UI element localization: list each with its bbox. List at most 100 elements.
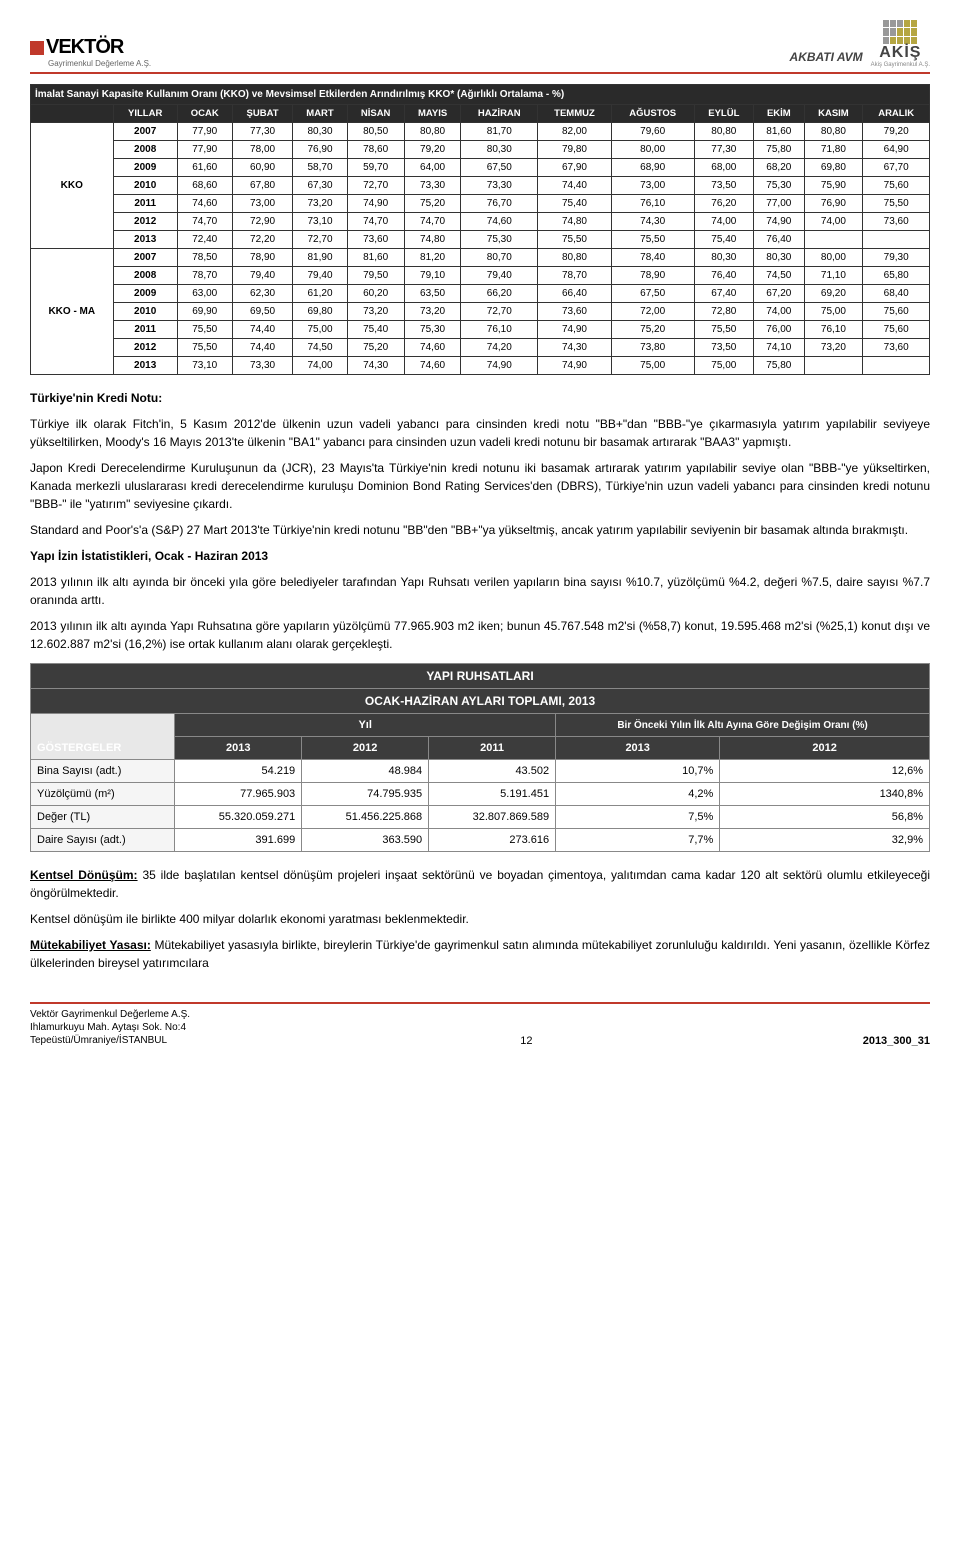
kko-value-cell: 73,30	[461, 177, 538, 195]
kko-value-cell: 75,20	[347, 339, 404, 357]
ruhsat-value-cell: 32.807.869.589	[429, 806, 556, 829]
ruhsat-value-cell: 74.795.935	[302, 783, 429, 806]
kko-value-cell: 78,90	[611, 267, 694, 285]
kko-value-cell: 80,80	[404, 123, 461, 141]
kko-year-cell: 2009	[113, 159, 177, 177]
page-footer: Vektör Gayrimenkul Değerleme A.Ş. Ihlamu…	[30, 1002, 930, 1047]
kko-value-cell: 79,40	[232, 267, 293, 285]
kko-value-cell: 69,20	[804, 285, 863, 303]
kko-value-cell: 67,50	[611, 285, 694, 303]
kko-group-label: KKO - MA	[31, 249, 114, 375]
ruhsat-value-cell: 273.616	[429, 829, 556, 852]
kko-value-cell: 74,70	[404, 213, 461, 231]
kko-value-cell: 71,10	[804, 267, 863, 285]
ruhsat-gostergeler: GÖSTERGELER	[31, 714, 175, 760]
kko-value-cell: 79,80	[538, 141, 612, 159]
ruhsat-value-cell: 1340,8%	[720, 783, 930, 806]
table-row: Değer (TL)55.320.059.27151.456.225.86832…	[31, 806, 930, 829]
kko-value-cell: 75,90	[804, 177, 863, 195]
kko-value-cell: 61,20	[293, 285, 347, 303]
kko-year-cell: 2012	[113, 213, 177, 231]
kko-value-cell: 80,00	[611, 141, 694, 159]
kko-value-cell: 75,20	[611, 321, 694, 339]
kko-value-cell: 73,10	[177, 357, 232, 375]
kko-col-header: ŞUBAT	[232, 105, 293, 123]
kko-value-cell: 77,90	[177, 141, 232, 159]
kko-year-cell: 2012	[113, 339, 177, 357]
kko-value-cell: 74,40	[232, 339, 293, 357]
kko-value-cell: 75,30	[461, 231, 538, 249]
kko-value-cell: 74,70	[177, 213, 232, 231]
kko-value-cell: 68,90	[611, 159, 694, 177]
heading-kredi-notu: Türkiye'nin Kredi Notu:	[30, 389, 930, 407]
kko-value-cell: 78,70	[177, 267, 232, 285]
kko-value-cell: 76,20	[694, 195, 754, 213]
kko-value-cell: 74,20	[461, 339, 538, 357]
ruhsat-sub-header: Bir Önceki Yılın İlk Altı Ayına Göre Değ…	[556, 714, 930, 737]
table-row: Daire Sayısı (adt.)391.699363.590273.616…	[31, 829, 930, 852]
kko-value-cell: 76,10	[611, 195, 694, 213]
kko-year-cell: 2008	[113, 141, 177, 159]
ruhsat-value-cell: 43.502	[429, 760, 556, 783]
kko-value-cell: 75,50	[177, 339, 232, 357]
ruhsat-yil-header: Yıl	[175, 714, 556, 737]
kko-value-cell: 74,60	[461, 213, 538, 231]
kko-year-cell: 2013	[113, 231, 177, 249]
kko-value-cell: 71,80	[804, 141, 863, 159]
kko-table: İmalat Sanayi Kapasite Kullanım Oranı (K…	[30, 84, 930, 375]
kko-value-cell: 74,40	[538, 177, 612, 195]
kko-value-cell: 74,40	[232, 321, 293, 339]
kko-year-cell: 2010	[113, 303, 177, 321]
kko-value-cell: 74,10	[754, 339, 804, 357]
kko-value-cell: 80,00	[804, 249, 863, 267]
table-row: KKO - MA200778,5078,9081,9081,6081,2080,…	[31, 249, 930, 267]
ruhsat-value-cell: 391.699	[175, 829, 302, 852]
kko-value-cell: 72,70	[461, 303, 538, 321]
kko-value-cell: 73,20	[293, 195, 347, 213]
kko-value-cell: 76,40	[694, 267, 754, 285]
kko-value-cell: 73,10	[293, 213, 347, 231]
table-row: 200877,9078,0076,9078,6079,2080,3079,808…	[31, 141, 930, 159]
kko-value-cell: 80,80	[538, 249, 612, 267]
kko-value-cell: 67,50	[461, 159, 538, 177]
kko-value-cell: 77,00	[754, 195, 804, 213]
table-row: 200878,7079,4079,4079,5079,1079,4078,707…	[31, 267, 930, 285]
kko-value-cell: 73,60	[538, 303, 612, 321]
kko-value-cell: 73,50	[694, 339, 754, 357]
kko-caption: İmalat Sanayi Kapasite Kullanım Oranı (K…	[30, 84, 930, 104]
kko-value-cell: 75,00	[293, 321, 347, 339]
kko-value-cell: 72,80	[694, 303, 754, 321]
kko-value-cell: 82,00	[538, 123, 612, 141]
kko-value-cell: 69,90	[177, 303, 232, 321]
ruhsat-value-cell: 51.456.225.868	[302, 806, 429, 829]
footer-page-number: 12	[520, 1035, 532, 1047]
kko-value-cell: 68,60	[177, 177, 232, 195]
kko-value-cell: 79,10	[404, 267, 461, 285]
table-row: Bina Sayısı (adt.)54.21948.98443.50210,7…	[31, 760, 930, 783]
kko-value-cell: 75,20	[404, 195, 461, 213]
kko-value-cell: 75,60	[863, 303, 930, 321]
kko-value-cell: 74,60	[404, 339, 461, 357]
ruhsat-value-cell: 56,8%	[720, 806, 930, 829]
ruhsat-year-header: 2013	[175, 737, 302, 760]
kko-value-cell: 74,80	[538, 213, 612, 231]
kko-value-cell: 74,90	[461, 357, 538, 375]
kko-value-cell: 74,90	[347, 195, 404, 213]
kko-value-cell: 66,20	[461, 285, 538, 303]
kko-value-cell: 76,00	[754, 321, 804, 339]
kko-value-cell: 74,70	[347, 213, 404, 231]
kko-value-cell: 74,90	[538, 321, 612, 339]
ruhsat-value-cell: 10,7%	[556, 760, 720, 783]
kko-value-cell: 62,30	[232, 285, 293, 303]
kko-value-cell: 76,90	[804, 195, 863, 213]
kko-value-cell: 76,70	[461, 195, 538, 213]
kko-value-cell: 80,30	[461, 141, 538, 159]
ruhsat-value-cell: 12,6%	[720, 760, 930, 783]
kko-col-header: AĞUSTOS	[611, 105, 694, 123]
kko-value-cell: 72,20	[232, 231, 293, 249]
kko-value-cell: 73,30	[232, 357, 293, 375]
kko-value-cell: 79,20	[863, 123, 930, 141]
ruhsat-year-header: 2012	[302, 737, 429, 760]
kko-value-cell: 72,90	[232, 213, 293, 231]
kko-value-cell: 81,90	[293, 249, 347, 267]
